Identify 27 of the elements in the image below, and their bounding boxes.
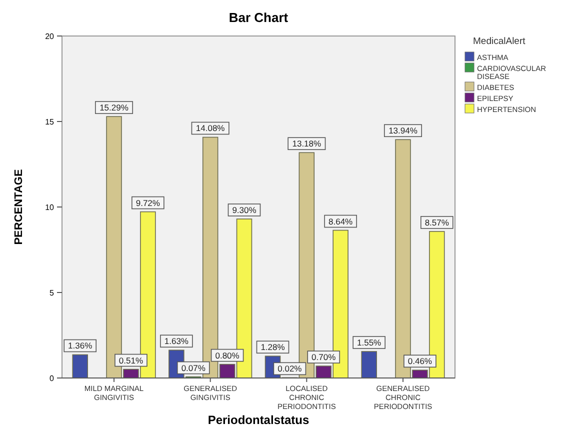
data-label: 0.80% (215, 350, 240, 360)
data-label: 8.57% (424, 217, 450, 228)
data-label: 14.08% (196, 123, 226, 134)
data-label: 15.29% (100, 102, 129, 113)
data-label: 13.18% (292, 138, 322, 149)
legend-title: MedicalAlert (473, 36, 526, 47)
data-label: 9.72% (136, 198, 160, 208)
y-tick-label: 20 (45, 32, 55, 41)
x-axis-title: Periodontalstatus (208, 413, 310, 427)
data-label: 1.55% (357, 337, 382, 348)
y-tick-label: 15 (45, 118, 55, 126)
y-tick-label: 0 (50, 374, 55, 383)
data-label: 0.02% (278, 364, 302, 374)
y-tick-label: 5 (50, 288, 55, 298)
data-label: 13.94% (388, 126, 418, 136)
data-label: 0.70% (312, 352, 336, 362)
data-label: 0.07% (181, 362, 206, 373)
y-axis-title: PERCENTAGE (13, 169, 25, 245)
data-label: 8.64% (328, 216, 354, 226)
data-label: 1.36% (68, 340, 93, 351)
data-label: 1.63% (164, 336, 189, 346)
data-label: 1.28% (260, 342, 286, 352)
y-tick-label: 10 (45, 203, 55, 212)
chart-title: Bar Chart (228, 10, 289, 25)
data-label: 0.46% (408, 356, 432, 366)
data-label: 0.51% (118, 355, 144, 366)
data-label: 9.30% (232, 204, 257, 215)
